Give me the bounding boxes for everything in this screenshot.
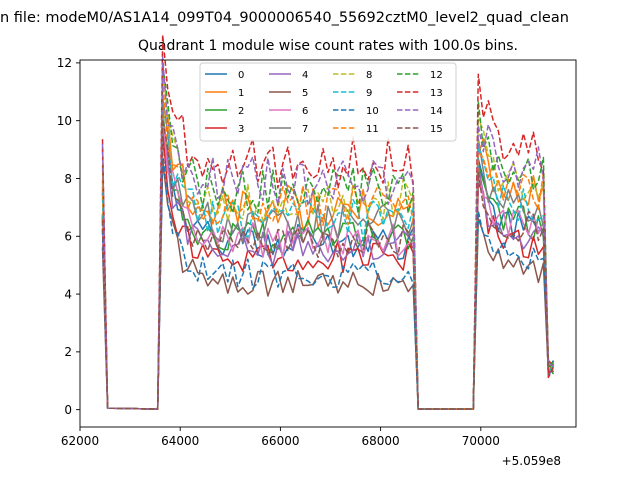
x-tick-label: 68000	[362, 434, 400, 448]
series-line-11	[101, 78, 555, 410]
legend-label-2: 2	[238, 106, 244, 117]
legend-label-1: 1	[238, 88, 244, 99]
legend-label-15: 15	[430, 124, 443, 135]
x-tick-label: 70000	[462, 434, 500, 448]
chart-title: Quadrant 1 module wise count rates with …	[138, 38, 518, 54]
y-tick-label: 6	[64, 230, 72, 244]
legend-label-3: 3	[238, 124, 244, 135]
legend-label-11: 11	[366, 124, 379, 135]
legend-label-13: 13	[430, 88, 443, 99]
x-tick-label: 64000	[161, 434, 199, 448]
y-tick-label: 4	[64, 287, 72, 301]
x-tick-label: 66000	[261, 434, 299, 448]
legend-label-4: 4	[302, 70, 308, 81]
legend-label-12: 12	[430, 70, 443, 81]
legend-label-0: 0	[238, 70, 244, 81]
y-tick-label: 12	[57, 56, 72, 70]
series-line-7	[101, 97, 555, 410]
x-offset-label: +5.059e8	[502, 454, 561, 468]
legend-label-6: 6	[302, 106, 308, 117]
series-line-15	[101, 118, 555, 410]
legend-box	[199, 62, 457, 142]
series-line-8	[101, 70, 554, 410]
series-line-5	[101, 159, 555, 410]
y-tick-label: 2	[64, 345, 72, 359]
suptitle: n file: modeM0/AS1A14_099T04_9000006540_…	[0, 10, 569, 26]
y-tick-label: 0	[64, 403, 72, 417]
legend-label-9: 9	[366, 88, 372, 99]
legend-label-14: 14	[430, 106, 443, 117]
legend-label-7: 7	[302, 124, 308, 135]
series-line-4	[101, 120, 555, 410]
series-line-9	[101, 92, 555, 410]
legend-label-10: 10	[366, 106, 379, 117]
series-line-10	[101, 152, 554, 410]
y-tick-label: 10	[57, 114, 72, 128]
legend-label-8: 8	[366, 70, 372, 81]
y-tick-label: 8	[64, 172, 72, 186]
plot-area	[101, 34, 555, 410]
series-line-14	[101, 56, 554, 410]
axes-frame	[79, 59, 577, 428]
x-tick-label: 62000	[61, 434, 99, 448]
legend-label-5: 5	[302, 88, 308, 99]
